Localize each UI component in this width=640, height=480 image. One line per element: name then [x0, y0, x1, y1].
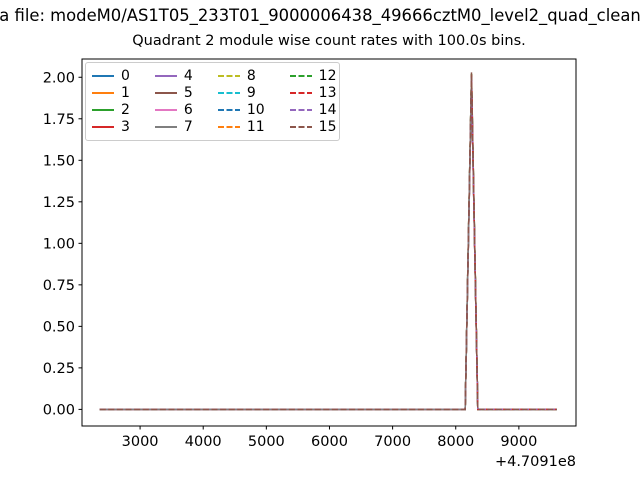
legend-line-sample-solid — [92, 126, 114, 129]
y-tick-label: 0.25 — [43, 361, 75, 377]
x-axis-offset-label: +4.7091e8 — [495, 454, 576, 470]
legend-label: 10 — [246, 102, 265, 119]
y-tick-label: 0.75 — [43, 278, 75, 294]
legend-line-sample-solid — [154, 109, 177, 112]
legend-item-4: 4 — [154, 67, 193, 84]
legend-item-10: 10 — [217, 102, 265, 119]
legend-line-sample-solid — [92, 109, 114, 112]
legend-item-3: 3 — [92, 119, 130, 136]
legend-label: 12 — [318, 67, 337, 84]
legend-label: 2 — [121, 102, 130, 119]
legend-line-sample-solid — [154, 91, 177, 94]
legend-line-sample-dashed — [289, 74, 312, 77]
legend-label: 14 — [318, 102, 337, 119]
legend: 0 1 2 3 4 5 6 7 8 9 10 11 12 13 14 15 — [85, 62, 340, 141]
y-tick-label: 1.50 — [43, 153, 75, 169]
legend-line-sample-dashed — [217, 109, 240, 112]
x-tick-label: 9000 — [500, 434, 537, 450]
legend-item-6: 6 — [154, 102, 193, 119]
legend-line-sample-dashed — [289, 91, 312, 94]
legend-label: 4 — [183, 67, 193, 84]
x-tick-label: 6000 — [311, 434, 348, 450]
legend-item-13: 13 — [289, 84, 337, 101]
legend-item-1: 1 — [92, 84, 130, 101]
legend-label: 9 — [246, 84, 256, 101]
legend-label: 5 — [183, 84, 193, 101]
legend-item-5: 5 — [154, 84, 193, 101]
legend-line-sample-dashed — [217, 74, 240, 77]
x-tick-label: 8000 — [437, 434, 474, 450]
y-tick-label: 1.25 — [43, 195, 75, 211]
figure-title: a file: modeM0/AS1T05_233T01_9000006438_… — [0, 6, 640, 25]
legend-item-15: 15 — [289, 119, 337, 136]
legend-label: 13 — [318, 84, 337, 101]
legend-line-sample-dashed — [217, 91, 240, 94]
legend-line-sample-solid — [92, 74, 114, 77]
legend-item-2: 2 — [92, 102, 130, 119]
y-tick-label: 0.50 — [43, 319, 75, 335]
y-tick-label: 2.00 — [43, 70, 75, 86]
legend-line-sample-solid — [154, 126, 177, 129]
legend-item-8: 8 — [217, 67, 265, 84]
legend-label: 0 — [121, 67, 130, 84]
legend-label: 11 — [246, 119, 265, 136]
legend-label: 6 — [183, 102, 193, 119]
legend-label: 15 — [318, 119, 337, 136]
x-tick-label: 7000 — [374, 434, 411, 450]
legend-label: 7 — [183, 119, 193, 136]
x-tick-label: 3000 — [122, 434, 159, 450]
y-tick-label: 1.00 — [43, 236, 75, 252]
legend-item-11: 11 — [217, 119, 265, 136]
legend-line-sample-dashed — [289, 126, 312, 129]
legend-line-sample-solid — [92, 91, 114, 94]
legend-label: 3 — [121, 119, 130, 136]
legend-item-12: 12 — [289, 67, 337, 84]
axes-title: Quadrant 2 module wise count rates with … — [132, 33, 526, 49]
x-tick-label: 4000 — [185, 434, 222, 450]
legend-label: 8 — [246, 67, 256, 84]
legend-item-0: 0 — [92, 67, 130, 84]
legend-item-14: 14 — [289, 102, 337, 119]
legend-line-sample-dashed — [289, 109, 312, 112]
legend-item-9: 9 — [217, 84, 265, 101]
legend-label: 1 — [121, 84, 130, 101]
x-tick-label: 5000 — [248, 434, 285, 450]
y-tick-label: 0.00 — [43, 402, 75, 418]
legend-line-sample-dashed — [217, 126, 240, 129]
legend-item-7: 7 — [154, 119, 193, 136]
series-line-15 — [99, 72, 557, 411]
y-tick-label: 1.75 — [43, 112, 75, 128]
legend-line-sample-solid — [154, 74, 177, 77]
